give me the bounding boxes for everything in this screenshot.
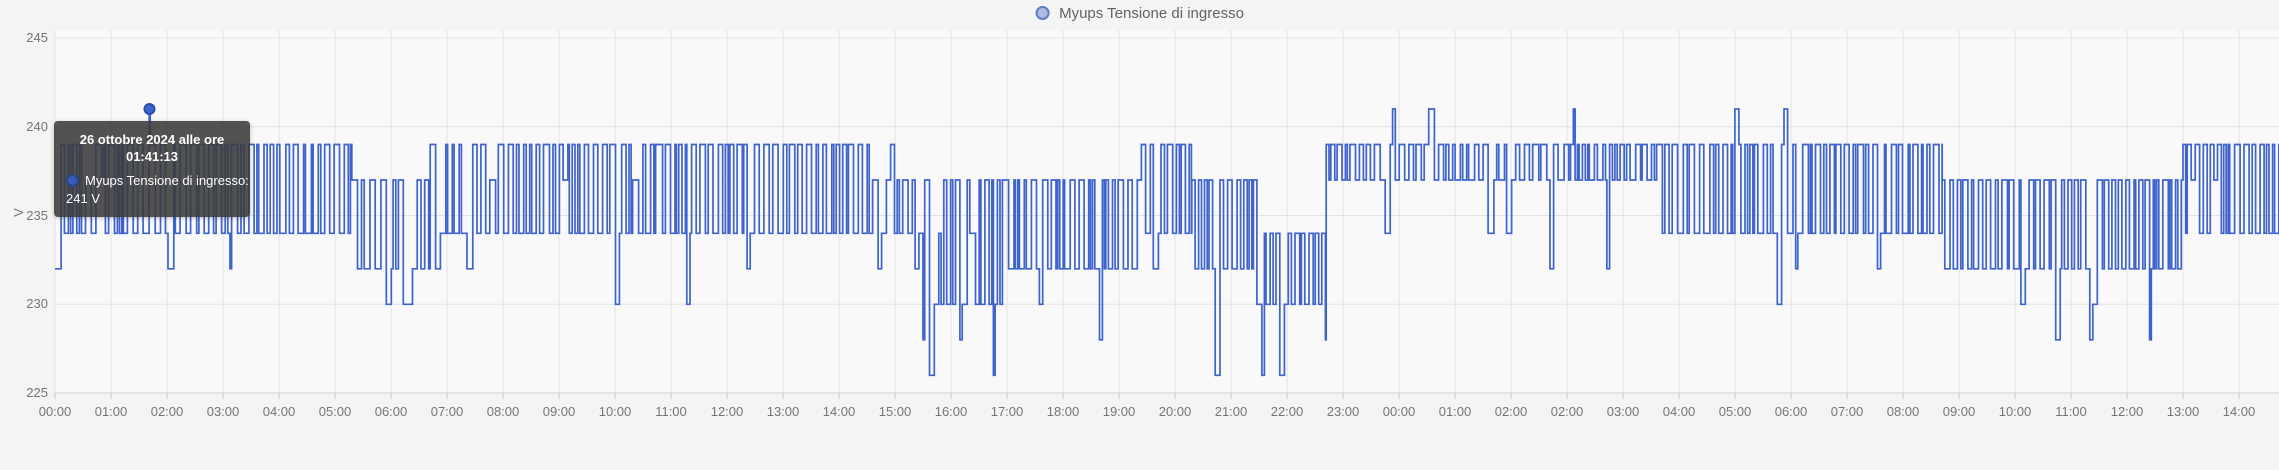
tooltip: 26 ottobre 2024 alle ore 01:41:13 Myups … [54, 121, 250, 217]
x-axis-tick-label: 19:00 [1102, 404, 1136, 419]
x-axis-tick-label: 18:00 [1046, 404, 1080, 419]
x-axis-tick-label: 08:00 [486, 404, 520, 419]
x-axis-tick-label: 06:00 [374, 404, 408, 419]
x-axis-tick-label: 00:00 [38, 404, 72, 419]
x-axis-tick-label: 03:00 [206, 404, 240, 419]
legend-series-label: Myups Tensione di ingresso [1059, 4, 1244, 22]
tooltip-value: 241 V [66, 191, 100, 206]
tooltip-series-marker-icon [66, 174, 79, 187]
x-axis-tick-label: 03:00 [1606, 404, 1640, 419]
legend-item[interactable]: Myups Tensione di ingresso [1035, 2, 1244, 24]
x-axis-tick-label: 10:00 [598, 404, 632, 419]
tooltip-date: 26 ottobre 2024 alle ore [79, 132, 225, 147]
tooltip-time: 01:41:13 [125, 149, 179, 164]
x-axis-tick-label: 13:00 [2166, 404, 2200, 419]
y-axis-tick-label: 230 [26, 296, 48, 312]
x-axis-tick-label: 22:00 [1270, 404, 1304, 419]
x-axis-tick-label: 15:00 [878, 404, 912, 419]
x-axis-tick-label: 11:00 [2055, 404, 2087, 419]
y-axis-tick-label: 225 [26, 385, 48, 400]
x-axis-tick-label: 05:00 [318, 404, 352, 419]
tooltip-series-row: Myups Tensione di ingresso: [66, 172, 249, 189]
x-axis-tick-label: 23:00 [1326, 404, 1360, 419]
y-axis-tick-label: 245 [26, 30, 48, 45]
x-axis-tick-label: 20:00 [1158, 404, 1192, 419]
x-axis-tick-label: 07:00 [1830, 404, 1864, 419]
x-axis-tick-label: 04:00 [1662, 404, 1696, 419]
x-axis-tick-label: 12:00 [710, 404, 744, 419]
y-axis-tick-label: 240 [26, 118, 48, 134]
x-axis-tick-label: 06:00 [1774, 404, 1808, 419]
x-axis-tick-label: 00:00 [1382, 404, 1416, 419]
x-axis-tick-label: 07:00 [430, 404, 464, 419]
x-axis-tick-label: 10:00 [1998, 404, 2032, 419]
x-axis-tick-label: 02:00 [1550, 404, 1584, 419]
selected-point-marker[interactable] [143, 103, 156, 115]
y-axis-tick-label: 235 [26, 207, 48, 223]
x-axis-tick-label: 05:00 [1718, 404, 1752, 419]
x-axis-tick-label: 01:00 [1438, 404, 1472, 419]
x-axis-tick-label: 16:00 [934, 404, 968, 419]
x-axis-tick-label: 01:00 [94, 404, 128, 419]
tooltip-series-label: Myups Tensione di ingresso: [85, 173, 249, 188]
legend-series-marker-icon [1035, 6, 1050, 20]
voltage-series-line [55, 108, 2279, 377]
x-axis-tick-label: 02:00 [1494, 404, 1528, 419]
x-axis-tick-label: 09:00 [542, 404, 576, 419]
x-axis-tick-label: 04:00 [262, 404, 296, 419]
x-axis-tick-label: 12:00 [2110, 404, 2144, 419]
x-axis-tick-label: 02:00 [150, 404, 184, 419]
x-axis-tick-label: 08:00 [1886, 404, 1920, 419]
x-axis-tick-label: 11:00 [655, 404, 687, 419]
x-axis-tick-label: 17:00 [990, 404, 1024, 419]
x-axis-tick-label: 09:00 [1942, 404, 1976, 419]
x-axis-tick-label: 13:00 [766, 404, 800, 419]
x-axis-tick-label: 14:00 [822, 404, 856, 419]
x-axis-tick-label: 14:00 [2222, 404, 2256, 419]
x-axis-tick-label: 21:00 [1214, 404, 1248, 419]
